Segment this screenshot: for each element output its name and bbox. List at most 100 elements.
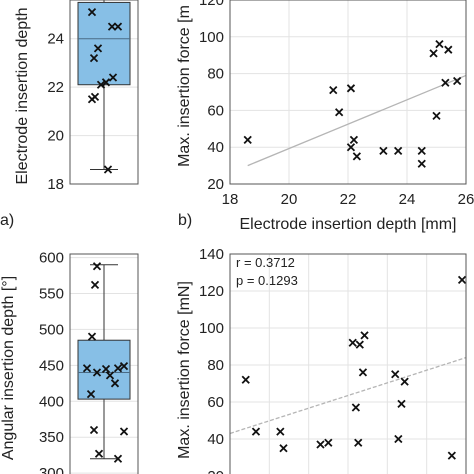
scatter-force-vs-angular-depth: 20406080100120140 r = 0.3712 p = 0.1293 … (176, 246, 467, 474)
y-tick-label: 40 (207, 139, 224, 156)
data-point (346, 84, 356, 93)
data-point (335, 108, 344, 117)
y-tick-label: 550 (39, 286, 64, 303)
data-point (349, 135, 359, 144)
y-tick-label: 60 (207, 394, 224, 411)
data-point (82, 364, 92, 373)
panel-label-a: a) (0, 212, 14, 229)
y-tick-label: 100 (199, 320, 224, 337)
y-tick-label: 18 (47, 176, 64, 193)
y-tick-label: 350 (39, 429, 64, 446)
y-tick-label: 400 (39, 393, 64, 410)
plot-frame (69, 0, 139, 185)
data-point (394, 434, 403, 444)
data-point (391, 370, 400, 379)
y-tick-label: 20 (47, 128, 64, 145)
y-tick-label: 450 (39, 357, 64, 374)
data-point (360, 331, 369, 340)
data-point (346, 143, 356, 152)
x-axis-label: Electrode insertion depth [mm] (240, 216, 457, 233)
stat-p: p = 0.1293 (236, 273, 298, 288)
data-point (110, 379, 120, 388)
data-point (457, 275, 467, 285)
y-tick-label: 600 (39, 250, 64, 267)
data-point (113, 22, 123, 31)
data-point (113, 454, 123, 463)
data-point (316, 440, 325, 449)
data-point (453, 76, 462, 86)
trend-line (229, 356, 467, 435)
y-tick-label: 120 (199, 0, 224, 9)
data-point (94, 449, 104, 458)
data-point (92, 368, 102, 377)
data-point (113, 364, 123, 373)
data-point (251, 427, 261, 436)
data-point (119, 427, 129, 436)
data-point (352, 152, 361, 161)
data-point (351, 403, 361, 412)
data-point (417, 146, 426, 156)
y-tick-label: 20 (207, 176, 224, 193)
data-point (348, 338, 357, 347)
x-tick-label: 22 (340, 191, 357, 208)
data-point (105, 371, 115, 380)
y-axis-label: Electrode insertion depth (14, 8, 31, 185)
data-point (276, 427, 285, 436)
data-point (89, 425, 99, 435)
x-tick-label: 18 (222, 191, 239, 208)
data-point (241, 375, 250, 384)
x-tick-label: 24 (399, 191, 416, 208)
plot-frame (229, 253, 467, 474)
data-point (432, 111, 441, 121)
y-axis-label: Max. insertion force [mN] (176, 281, 193, 459)
data-point (324, 438, 333, 447)
data-point (358, 368, 368, 377)
y-tick-label: 20 (207, 468, 224, 474)
y-tick-label: 40 (207, 431, 224, 448)
data-point (96, 80, 106, 89)
y-tick-label: 120 (199, 283, 224, 300)
y-axis-label: Angular insertion depth [°] (0, 276, 17, 460)
data-point (107, 22, 117, 31)
box-plot-electrode-depth: 18 20 22 24 Electrode insertion depth (14, 0, 139, 193)
data-point (397, 399, 406, 408)
y-tick-label: 60 (207, 102, 224, 119)
y-axis-label: Max. insertion force [m (176, 5, 193, 167)
data-point (93, 44, 103, 53)
y-tick-label: 300 (39, 465, 64, 474)
data-point (103, 165, 113, 174)
y-tick-label: 100 (199, 29, 224, 46)
plot-frame (69, 253, 139, 474)
data-point (444, 45, 453, 54)
data-point (87, 7, 97, 17)
data-point (329, 86, 338, 95)
data-point (108, 73, 118, 82)
trend-line (247, 74, 467, 167)
y-tick-label: 500 (39, 321, 64, 338)
data-point (379, 146, 388, 156)
y-tick-label: 24 (47, 31, 64, 48)
y-tick-label: 140 (199, 246, 224, 263)
plot-frame (229, 0, 467, 185)
data-point (447, 451, 456, 460)
data-point (119, 361, 129, 371)
data-point (101, 364, 111, 374)
data-point (92, 262, 102, 271)
data-point (417, 159, 426, 168)
data-point (90, 280, 100, 290)
data-point (355, 340, 364, 349)
data-point (400, 377, 409, 386)
y-tick-label: 80 (207, 357, 224, 374)
data-point (86, 389, 96, 399)
data-point (279, 444, 288, 453)
data-point (90, 92, 100, 101)
data-point (435, 40, 444, 49)
data-point (429, 49, 438, 58)
y-tick-label: 22 (47, 79, 64, 96)
x-tick-label: 26 (458, 191, 474, 208)
data-point (89, 53, 99, 63)
panel-label-b: b) (178, 212, 192, 229)
data-point (101, 78, 111, 87)
data-point (87, 332, 97, 341)
